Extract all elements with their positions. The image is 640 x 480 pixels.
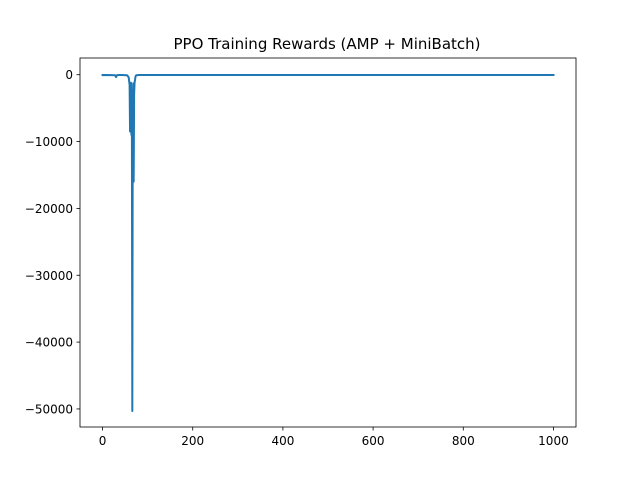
series-line-reward: [101, 73, 555, 412]
y-tick-label: −20000: [25, 202, 73, 216]
x-tick-label: 800: [452, 434, 475, 448]
plot-frame: [79, 57, 577, 428]
y-tick-label: −50000: [25, 402, 73, 416]
y-tick-label: 0: [65, 68, 73, 82]
chart-title: PPO Training Rewards (AMP + MiniBatch): [173, 35, 480, 53]
x-axis: 0 200 400 600 800 1000: [99, 427, 569, 448]
y-tick-label: −40000: [25, 336, 73, 350]
x-tick-label: 200: [181, 434, 204, 448]
x-tick-label: 1000: [538, 434, 569, 448]
x-tick-label: 0: [99, 434, 107, 448]
y-tick-label: −10000: [25, 135, 73, 149]
y-axis: 0 −10000 −20000 −30000 −40000 −50000: [25, 68, 80, 416]
x-tick-label: 600: [362, 434, 385, 448]
y-tick-label: −30000: [25, 269, 73, 283]
x-tick-label: 400: [271, 434, 294, 448]
